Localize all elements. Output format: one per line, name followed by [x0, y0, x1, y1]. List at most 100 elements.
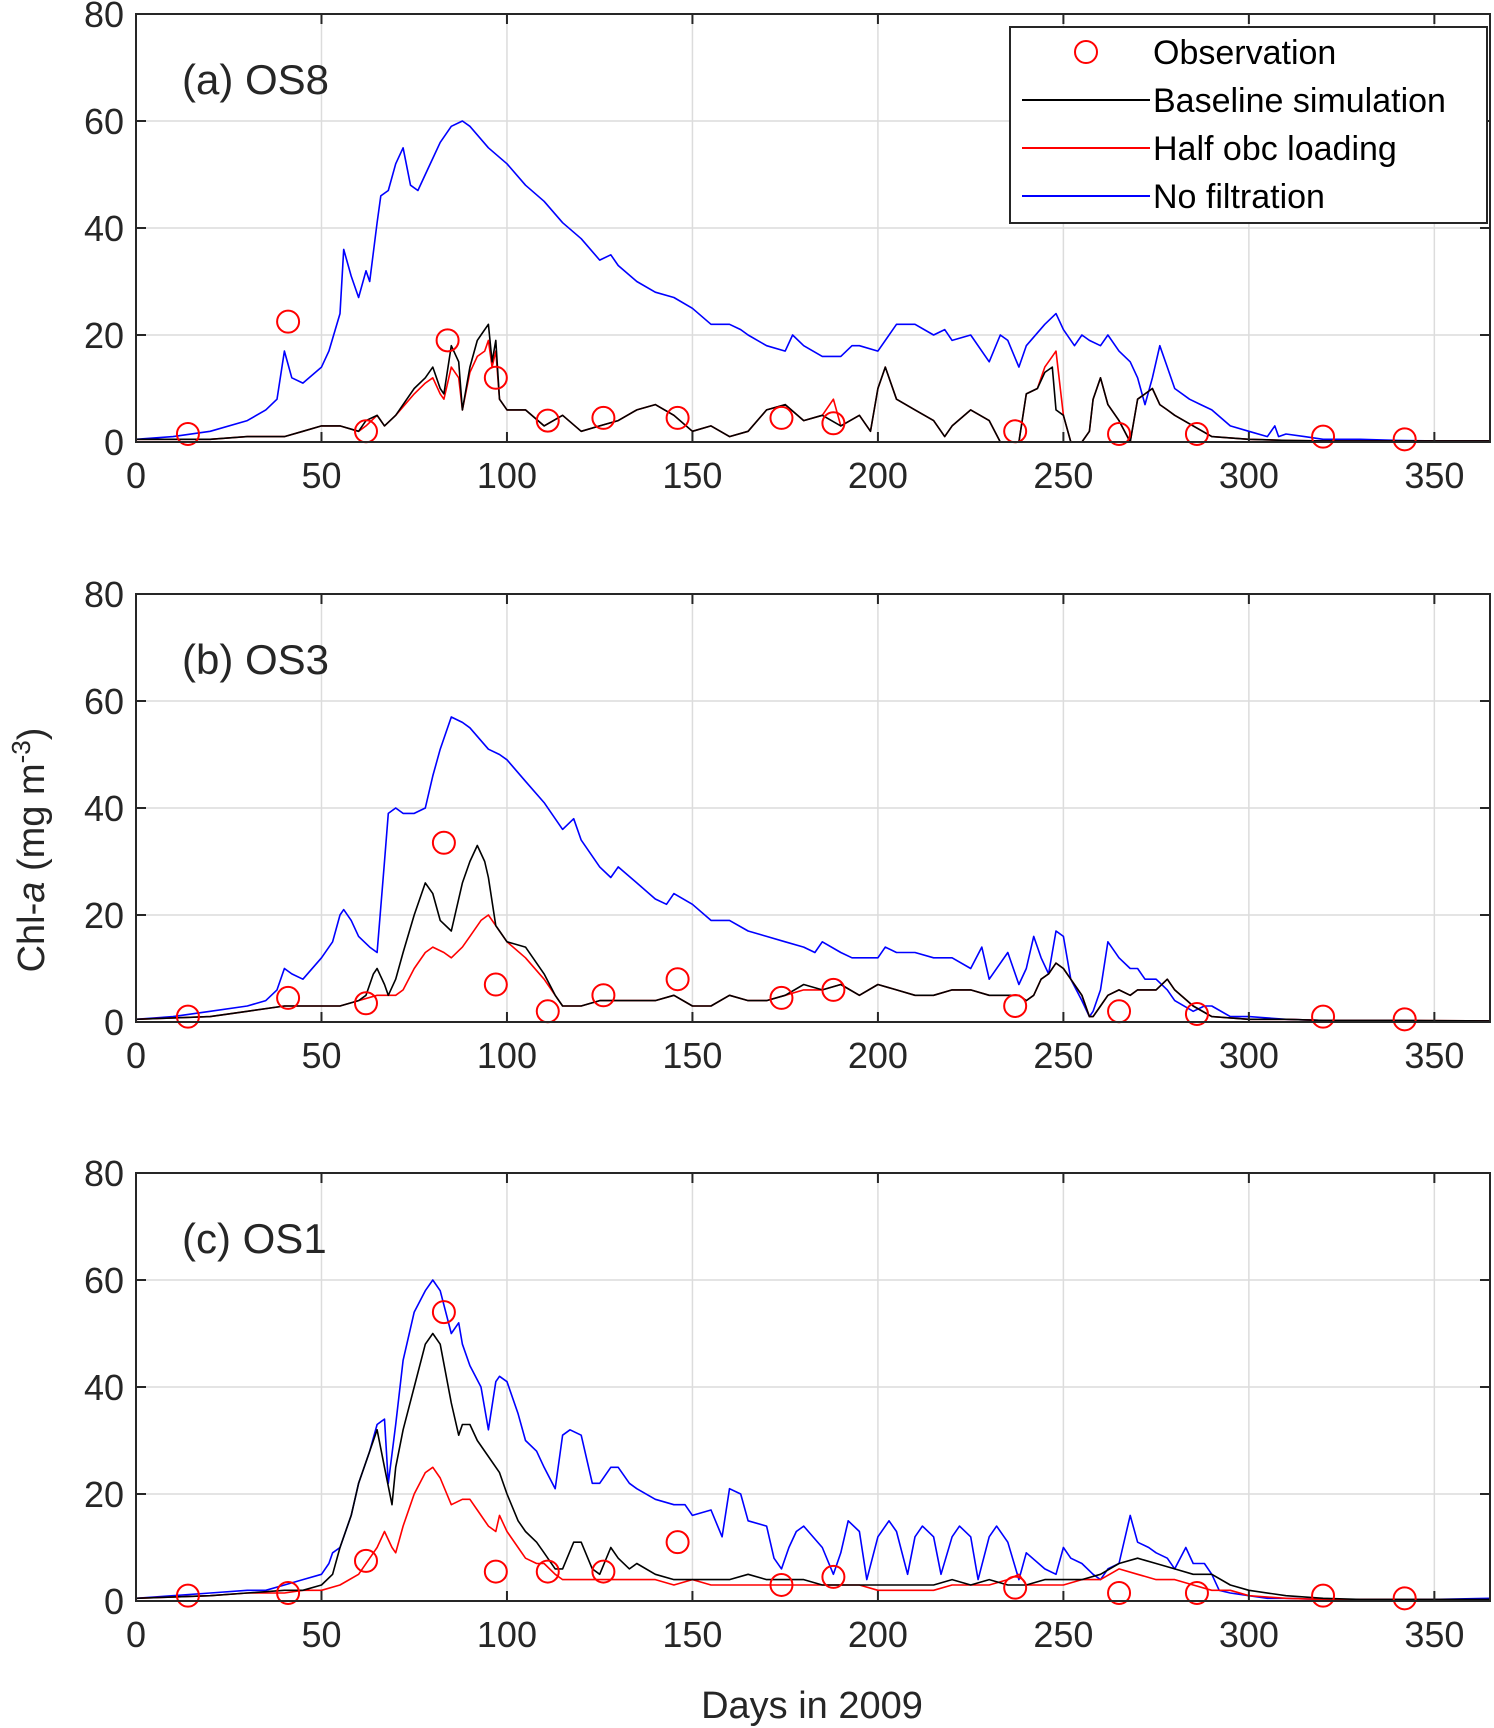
legend-item: Observation [1074, 34, 1336, 72]
x-tick-label: 250 [1033, 1614, 1093, 1655]
x-tick-label: 200 [848, 1035, 908, 1076]
observation-point [483, 1559, 508, 1584]
panel-title: (b) OS3 [182, 636, 329, 683]
series-line-no-filtration [135, 716, 1490, 1022]
observation-point [821, 977, 846, 1002]
legend-item: Half obc loading [1022, 130, 1397, 168]
legend-item: Baseline simulation [1022, 82, 1446, 120]
observation-point [1392, 1007, 1417, 1032]
observation-point [1107, 1580, 1132, 1605]
observation-point [1311, 424, 1336, 449]
observation-point [175, 421, 200, 446]
panel-title: (c) OS1 [182, 1215, 327, 1262]
x-tick-label: 350 [1404, 1614, 1464, 1655]
series-line-no-filtration [135, 1279, 1491, 1601]
y-tick-label: 0 [104, 422, 124, 463]
x-tick-label: 350 [1404, 1035, 1464, 1076]
y-tick-label: 40 [84, 788, 124, 829]
observation-point [821, 1564, 846, 1589]
x-tick-label: 250 [1033, 1035, 1093, 1076]
series-line-no-filtration [135, 120, 1490, 442]
legend-box [1009, 26, 1488, 224]
x-tick-label: 0 [126, 1035, 146, 1076]
observation-point [353, 1548, 378, 1573]
observation-point [591, 983, 616, 1008]
legend-label: Baseline simulation [1153, 82, 1446, 120]
y-tick-label: 0 [104, 1002, 124, 1043]
observation-point [276, 985, 301, 1010]
y-tick-label: 60 [84, 1260, 124, 1301]
y-tick-label: 20 [84, 895, 124, 936]
chart-panel-3: 0 50 100 150 200 250 300 350 0 20 40 60 80 (c) OS1 [84, 1153, 1491, 1655]
observation-point [769, 1572, 794, 1597]
y-tick-label: 20 [84, 315, 124, 356]
x-axis-label: Days in 2009 [701, 1685, 923, 1727]
x-tick-label: 200 [848, 1614, 908, 1655]
observation-point [1184, 421, 1209, 446]
observation-point [821, 411, 846, 436]
observation-point [276, 309, 301, 334]
series-line-baseline [135, 1332, 1490, 1601]
y-tick-label: 80 [84, 574, 124, 615]
observation-point [591, 1559, 616, 1584]
observation-point [1392, 1586, 1417, 1611]
y-tick-label: 60 [84, 681, 124, 722]
observation-point [1003, 1575, 1028, 1600]
x-tick-label: 150 [662, 1035, 722, 1076]
observation-point [1003, 993, 1028, 1018]
observation-point [431, 1300, 456, 1325]
x-tick-label: 150 [662, 455, 722, 496]
legend-label: No filtration [1153, 178, 1325, 216]
legend-marker [1074, 40, 1098, 64]
observation-point [175, 1583, 200, 1608]
observation-point [435, 328, 460, 353]
observation-point [353, 991, 378, 1016]
x-tick-label: 300 [1219, 1614, 1279, 1655]
x-tick-label: 50 [301, 1035, 341, 1076]
series-line-baseline [136, 323, 1490, 443]
legend-label: Half obc loading [1153, 130, 1397, 168]
x-tick-label: 350 [1404, 455, 1464, 496]
chart-panel-2: 0 50 100 150 200 250 300 350 0 20 40 60 80 (b) OS3 [84, 574, 1491, 1076]
x-tick-label: 250 [1033, 455, 1093, 496]
observation-point [1311, 1583, 1336, 1608]
x-tick-label: 0 [126, 455, 146, 496]
observation-point [769, 405, 794, 430]
x-tick-label: 200 [848, 455, 908, 496]
observation-point [1184, 1001, 1209, 1026]
y-tick-label: 0 [104, 1581, 124, 1622]
observation-point [483, 365, 508, 390]
observation-point [431, 830, 456, 855]
x-tick-label: 300 [1219, 1035, 1279, 1076]
y-axis-label: Chl-a (mg m-3) [6, 728, 53, 973]
observation-point [1107, 421, 1132, 446]
x-tick-label: 100 [477, 1035, 537, 1076]
x-tick-label: 100 [477, 1614, 537, 1655]
legend-item: No filtration [1022, 178, 1325, 216]
y-tick-label: 80 [84, 0, 124, 35]
observation-point [1392, 427, 1417, 452]
x-tick-label: 0 [126, 1614, 146, 1655]
observation-point [276, 1580, 301, 1605]
observation-point [665, 1530, 690, 1555]
observation-point [535, 1559, 560, 1584]
y-tick-label: 40 [84, 1367, 124, 1408]
observation-point [175, 1004, 200, 1029]
observation-point [483, 972, 508, 997]
observation-point [591, 405, 616, 430]
y-tick-label: 40 [84, 208, 124, 249]
series-line-baseline [135, 844, 1491, 1022]
series-line-half-obc [135, 914, 1491, 1022]
observation-point [1003, 419, 1028, 444]
x-tick-label: 300 [1219, 455, 1279, 496]
x-tick-label: 150 [662, 1614, 722, 1655]
legend-label: Observation [1153, 34, 1336, 72]
observation-point [535, 999, 560, 1024]
y-tick-label: 20 [84, 1474, 124, 1515]
x-tick-label: 100 [477, 455, 537, 496]
observation-point [665, 405, 690, 430]
series-line-half-obc [136, 339, 1490, 443]
observation-point [1184, 1580, 1209, 1605]
y-tick-label: 80 [84, 1153, 124, 1194]
